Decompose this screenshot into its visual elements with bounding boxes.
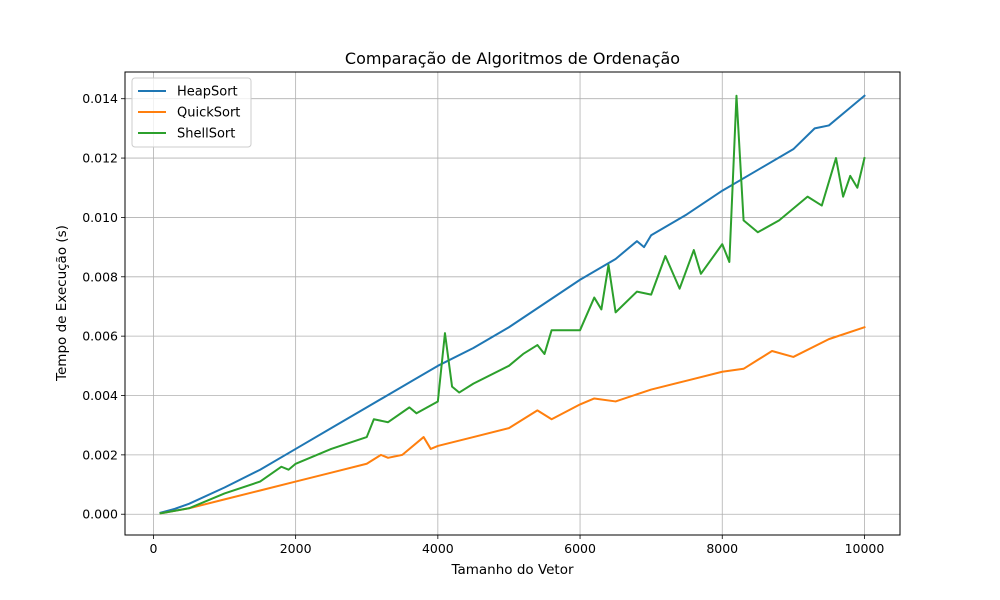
x-tick-label: 10000 [845,541,885,556]
x-tick-label: 2000 [280,541,312,556]
heapsort-line [159,94,866,514]
x-tick-label: 0 [149,541,157,556]
y-tick-label: 0.010 [82,210,118,225]
y-tick-label: 0.014 [82,91,118,106]
quicksort-line [159,325,866,515]
legend: HeapSort QuickSort ShellSort [131,77,252,148]
y-tick-label: 0.000 [82,507,118,522]
y-tick-label: 0.004 [82,388,118,403]
y-axis-ticks: 0.000 0.002 0.004 0.006 0.008 0.010 0.012 0.014 [82,91,125,522]
shellsort-legend-label: ShellSort [177,127,235,142]
quicksort-legend-label: QuickSort [177,106,240,121]
y-tick-label: 0.012 [82,151,118,166]
series-lines [159,94,866,515]
x-tick-label: 4000 [422,541,454,556]
chart-title: Comparação de Algoritmos de Ordenação [345,49,680,68]
heapsort-legend-label: HeapSort [177,85,238,100]
grid [125,72,900,535]
x-axis-label: Tamanho do Vetor [450,562,574,578]
x-axis-ticks: 0 2000 4000 6000 8000 10000 [149,535,884,556]
y-axis-label: Tempo de Execução (s) [54,225,70,382]
plot-frame [124,71,901,536]
x-tick-label: 6000 [564,541,596,556]
y-tick-label: 0.006 [82,329,118,344]
y-tick-label: 0.002 [82,447,118,462]
legend-entries: HeapSort QuickSort ShellSort [138,85,240,142]
y-tick-label: 0.008 [82,269,118,284]
shellsort-line [159,94,866,515]
x-tick-label: 8000 [706,541,738,556]
legend-box [131,77,252,148]
